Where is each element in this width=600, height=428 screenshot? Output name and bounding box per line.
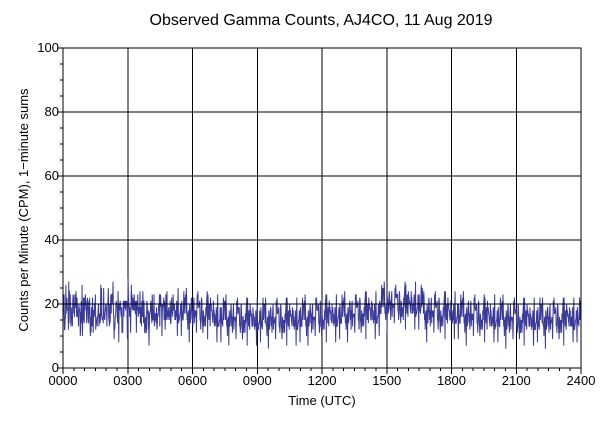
chart-title: Observed Gamma Counts, AJ4CO, 11 Aug 201… (150, 12, 493, 29)
x-tick-label: 0600 (178, 373, 207, 388)
series-group (62, 278, 582, 349)
x-tick-label: 0900 (243, 373, 272, 388)
y-tick-label: 0 (52, 360, 59, 375)
y-tick-label: 20 (45, 296, 59, 311)
x-tick-labels: 0000 0300 0600 0900 1200 1500 1800 2100 2400 (49, 373, 596, 388)
x-tick-label: 2400 (567, 373, 596, 388)
y-axis-label: Counts per Minute (CPM), 1−minute sums (16, 88, 31, 332)
y-tick-label: 100 (37, 40, 59, 55)
x-tick-label: 2100 (502, 373, 531, 388)
y-tick-label: 60 (45, 168, 59, 183)
x-tick-label: 1500 (372, 373, 401, 388)
x-tick-label: 0300 (113, 373, 142, 388)
x-axis-label: Time (UTC) (288, 393, 355, 408)
x-tick-label: 1200 (308, 373, 337, 388)
y-tick-label: 40 (45, 232, 59, 247)
minor-ticks (57, 47, 582, 374)
x-tick-label: 1800 (437, 373, 466, 388)
series-line (62, 278, 582, 349)
y-tick-labels: 0 20 40 60 80 100 (37, 40, 59, 375)
y-tick-label: 80 (45, 104, 59, 119)
x-tick-label: 0000 (49, 373, 78, 388)
